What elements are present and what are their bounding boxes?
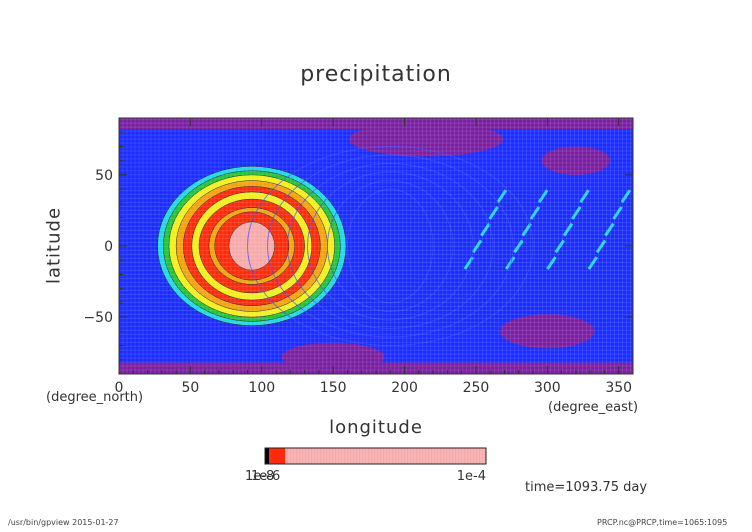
wave-streak (537, 189, 549, 204)
wave-streak (579, 189, 590, 204)
x-axis-label: longitude (329, 417, 423, 438)
wave-streak (546, 256, 557, 270)
wave-streak (480, 222, 491, 237)
low-patch (541, 146, 611, 175)
wave-streak (488, 206, 499, 220)
wave-ring (266, 154, 514, 338)
time-annotation: time=1093.75 day (525, 480, 648, 495)
x-tick-label: 100 (248, 380, 275, 396)
wave-streak (521, 222, 532, 237)
wave-streak (612, 206, 623, 220)
low-patch (500, 314, 595, 349)
chart-title: precipitation (300, 62, 452, 87)
wave-ring (346, 188, 434, 304)
colorbar-segment (285, 448, 486, 464)
x-tick-label: 200 (391, 380, 418, 396)
wave-streak (504, 256, 516, 270)
x-axis-unit: (degree_east) (548, 400, 639, 415)
y-tick-label: −50 (83, 310, 113, 326)
y-tick-label: 0 (104, 239, 113, 255)
wave-streak (513, 239, 524, 254)
wave-streak (587, 256, 599, 270)
wave-streak (554, 239, 565, 254)
colorbar-label-right: 1e-4 (457, 469, 486, 484)
x-tick-label: 250 (463, 380, 490, 396)
wave-ring (306, 171, 474, 321)
colorbar-frame (264, 447, 487, 465)
wave-streak (620, 189, 632, 204)
colorbar-label-left: 1e-8 (245, 469, 274, 484)
footer-right: PRCP.nc@PRCP,time=1065:1095 (597, 518, 728, 527)
wave-streak (471, 239, 483, 254)
wave-streak (604, 222, 615, 237)
axes: 0 50 100 150 200 250 300 350 −50 0 50 (83, 118, 633, 396)
colorbar-segment (265, 448, 269, 464)
x-tick-label: 50 (181, 380, 199, 396)
y-tick-label: 50 (95, 168, 113, 184)
colorbar-segment (269, 448, 285, 464)
wave-streak (571, 206, 582, 220)
x-tick-label: 0 (115, 380, 124, 396)
wave-ring (247, 145, 534, 347)
x-tick-label: 300 (534, 380, 561, 396)
y-axis-label: latitude (43, 206, 65, 285)
colorbar-label-overlap: 1e-6 (251, 469, 280, 484)
plot-area (119, 118, 633, 374)
low-patch (348, 122, 504, 157)
wave-streak (595, 239, 607, 254)
x-tick-label: 150 (320, 380, 347, 396)
wave-streak (529, 206, 541, 220)
wave-streak (562, 222, 574, 237)
wave-ring (286, 163, 494, 329)
footer-left: /usr/bin/gpview 2015-01-27 (8, 518, 119, 527)
colorbar: 1e-81e-6 1e-4 (245, 447, 487, 484)
wave-ring (326, 180, 454, 312)
y-axis-unit: (degree_north) (46, 390, 144, 405)
low-patch (281, 342, 385, 372)
x-tick-label: 350 (605, 380, 632, 396)
wave-streak (496, 189, 508, 204)
